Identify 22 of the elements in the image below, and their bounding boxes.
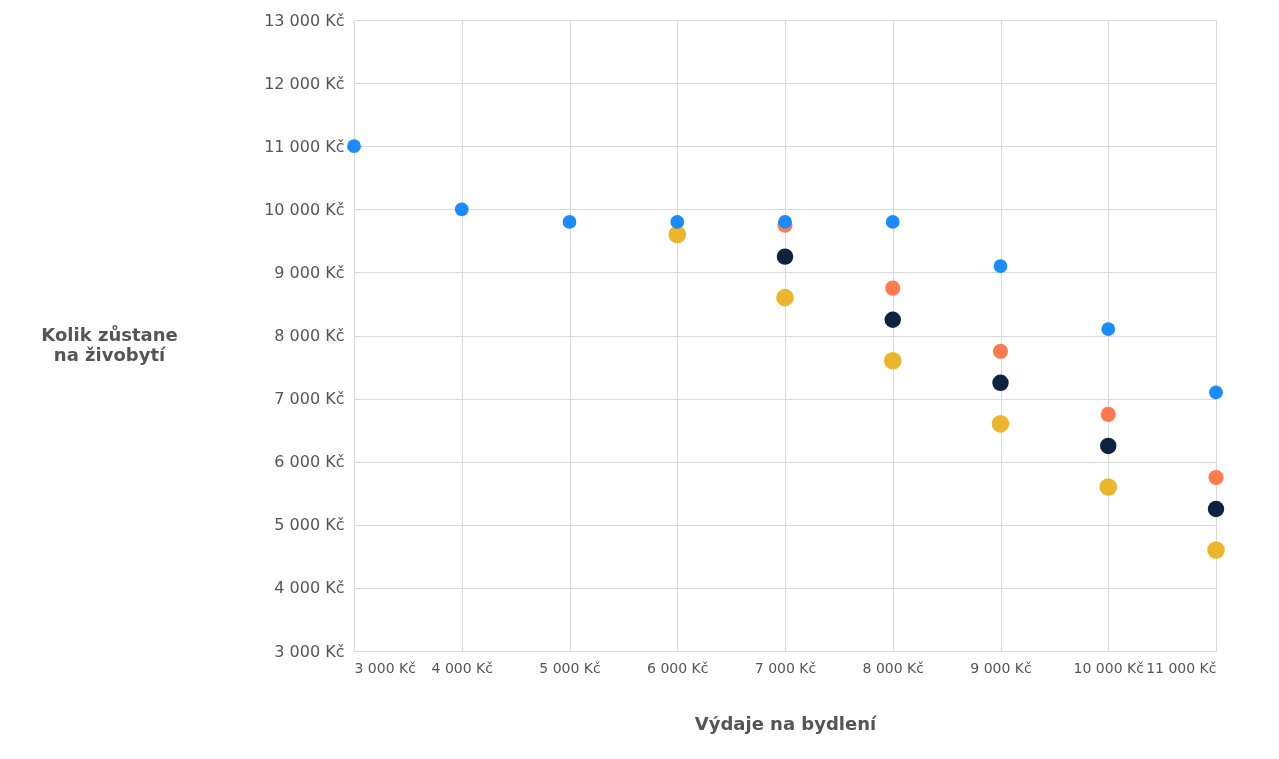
y-axis-title: Kolik zůstane na živobytí (41, 323, 178, 365)
x-tick-label: 6 000 Kč (647, 659, 709, 676)
x-tick-label: 10 000 Kč (1073, 659, 1144, 676)
y-tick-label: 6 000 Kč (274, 452, 345, 472)
x-tick-label: 9 000 Kč (970, 659, 1032, 676)
x-tick-label: 11 000 Kč (1146, 659, 1217, 676)
x-tick-label: 7 000 Kč (754, 659, 817, 676)
x-tick-label: 3 000 Kč (354, 659, 416, 676)
y-tick-label: 3 000 Kč (274, 641, 345, 661)
y-tick-label: 13 000 Kč (264, 10, 345, 30)
x-tick-label: 5 000 Kč (539, 659, 601, 676)
x-axis-title: Výdaje na bydlení (694, 712, 878, 734)
x-tick-label: 4 000 Kč (431, 659, 493, 676)
y-tick-label: 10 000 Kč (264, 199, 345, 219)
y-tick-label: 7 000 Kč (274, 389, 345, 409)
x-tick-label: 8 000 Kč (862, 659, 924, 676)
y-tick-label: 11 000 Kč (264, 136, 345, 156)
y-tick-label: 9 000 Kč (274, 262, 345, 282)
y-tick-label: 12 000 Kč (264, 73, 345, 93)
y-tick-label: 4 000 Kč (274, 578, 345, 598)
y-tick-label: 8 000 Kč (274, 326, 345, 345)
y-tick-label: 5 000 Kč (274, 515, 345, 535)
